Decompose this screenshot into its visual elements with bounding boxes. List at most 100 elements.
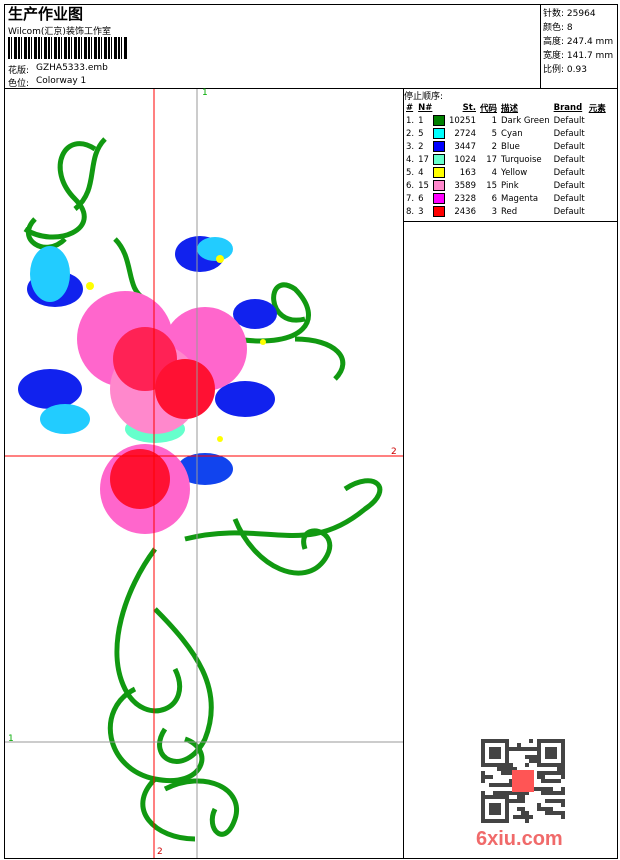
needle-number: 3: [418, 206, 424, 217]
table-row: 8. 3 2436 3 Red Default: [404, 205, 608, 218]
color-swatch: [432, 128, 445, 139]
red-guide-label-right: 2: [391, 447, 397, 457]
stat-value: 0.93: [566, 65, 587, 75]
needle-number: 1: [418, 115, 424, 126]
color-description: Magenta: [501, 193, 539, 204]
brand: Default: [553, 128, 585, 139]
row-index: 3.: [406, 141, 415, 152]
color-swatch-cell: [431, 192, 447, 205]
color-description: Pink: [501, 180, 519, 191]
color-swatch-cell: [431, 205, 447, 218]
color-description: Turquoise: [501, 154, 542, 165]
color-code: 17: [486, 154, 498, 165]
color-swatch: [432, 206, 445, 217]
pink-red-flowers: [77, 291, 247, 534]
color-code: 3: [491, 206, 498, 217]
row-index: 5.: [406, 167, 415, 178]
color-code: 6: [491, 193, 498, 204]
color-code: 2: [491, 141, 498, 152]
page-title: 生产作业图: [8, 5, 84, 23]
row-index: 8.: [406, 206, 415, 217]
stat-item: 高度: 247.4 mm: [543, 34, 613, 47]
column-header: 代码: [480, 103, 498, 114]
stitch-count: 163: [459, 167, 476, 178]
gray-guide-label-top: 1: [202, 88, 208, 98]
stat-label: 宽度:: [543, 51, 565, 61]
stitch-count: 10251: [448, 115, 476, 126]
color-swatch: [432, 180, 445, 191]
brand: Default: [553, 206, 585, 217]
stop-sequence-frame: [403, 88, 618, 222]
stat-label: 高度:: [543, 37, 565, 47]
column-header: St.: [462, 102, 476, 113]
table-row: 6. 15 3589 15 Pink Default: [404, 179, 608, 192]
color-description: Yellow: [501, 167, 528, 178]
stitch-count: 2328: [454, 193, 476, 204]
red-guide-label-bottom: 2: [157, 847, 163, 857]
color-description: Cyan: [501, 128, 523, 139]
column-header: N#: [418, 102, 433, 113]
color-swatch: [432, 115, 445, 126]
color-swatch-cell: [431, 114, 447, 127]
stop-sequence-title: 停止顺序:: [404, 92, 444, 102]
brand: Default: [553, 167, 585, 178]
table-row: 1. 1 10251 1 Dark Green Default: [404, 114, 608, 127]
color-code: 4: [491, 167, 498, 178]
color-swatch-cell: [431, 179, 447, 192]
element: [587, 192, 608, 205]
table-row: 3. 2 3447 2 Blue Default: [404, 140, 608, 153]
column-header: 描述: [501, 103, 519, 114]
color-description: Dark Green: [501, 115, 550, 126]
row-index: 6.: [406, 180, 415, 191]
stitch-count: 3447: [454, 141, 476, 152]
brand: Default: [553, 154, 585, 165]
needle-number: 17: [418, 154, 429, 165]
stat-label: 针数:: [543, 9, 565, 19]
stat-value: 247.4 mm: [566, 37, 614, 47]
color-code: 1: [491, 115, 498, 126]
color-swatch-cell: [431, 127, 447, 140]
element: [587, 140, 608, 153]
stat-label: 比例:: [543, 65, 565, 75]
stat-value: 141.7 mm: [566, 51, 614, 61]
brand: Default: [553, 115, 585, 126]
element: [587, 179, 608, 192]
stat-item: 针数: 25964: [543, 6, 596, 19]
element: [587, 205, 608, 218]
watermark-logo: 6xiu.com: [476, 828, 563, 850]
column-header: #: [406, 102, 414, 113]
color-swatch-cell: [431, 166, 447, 179]
stitch-count: 2724: [454, 128, 476, 139]
table-row: 2. 5 2724 5 Cyan Default: [404, 127, 608, 140]
stat-value: 25964: [566, 9, 596, 19]
row-index: 7.: [406, 193, 415, 204]
color-swatch: [432, 154, 445, 165]
color-swatch-cell: [431, 140, 447, 153]
table-row: 7. 6 2328 6 Magenta Default: [404, 192, 608, 205]
qr-code: [481, 739, 565, 823]
stitch-count: 2436: [454, 206, 476, 217]
table-row: 4. 17 1024 17 Turquoise Default: [404, 153, 608, 166]
barcode: [8, 37, 128, 59]
design-file: GZHA5333.emb: [36, 63, 108, 73]
brand: Default: [553, 193, 585, 204]
element: [587, 166, 608, 179]
needle-number: 2: [418, 141, 424, 152]
row-index: 1.: [406, 115, 415, 126]
stat-item: 颜色: 8: [543, 20, 573, 33]
stat-item: 比例: 0.93: [543, 62, 587, 75]
table-row: 5. 4 163 4 Yellow Default: [404, 166, 608, 179]
gray-guide-label-left: 1: [8, 734, 14, 744]
element: [587, 153, 608, 166]
element: [587, 114, 608, 127]
needle-number: 15: [418, 180, 429, 191]
stat-value: 8: [566, 23, 573, 33]
needle-number: 5: [418, 128, 424, 139]
colorway-label: 色位:: [8, 79, 30, 89]
stitch-count: 1024: [454, 154, 476, 165]
color-description: Blue: [501, 141, 520, 152]
column-header: Brand: [553, 102, 583, 113]
row-index: 4.: [406, 154, 415, 165]
stitch-count: 3589: [454, 180, 476, 191]
